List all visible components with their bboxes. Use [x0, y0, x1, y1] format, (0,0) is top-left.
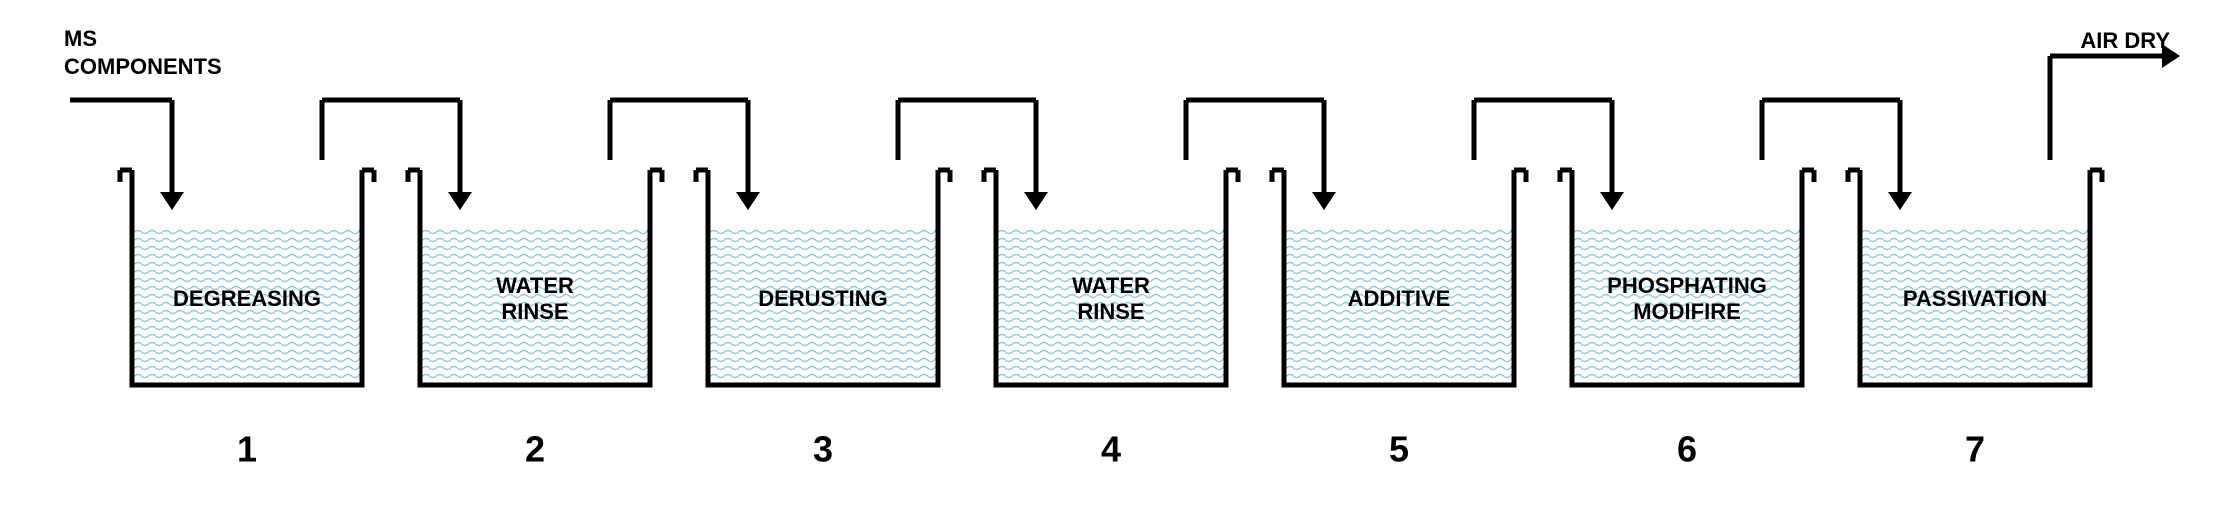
tank-label: DEGREASING [173, 286, 321, 311]
tank-label: PHOSPHATING [1607, 273, 1767, 298]
output-label: AIR DRY [2080, 28, 2170, 53]
tank-label: DERUSTING [758, 286, 888, 311]
tank-label: RINSE [1077, 299, 1144, 324]
tank-label: PASSIVATION [1903, 286, 2047, 311]
step-number: 2 [525, 428, 545, 469]
input-label: MS [64, 26, 97, 51]
step-number: 4 [1101, 428, 1121, 469]
process-flow-diagram: DEGREASING1WATERRINSE2DERUSTING3WATERRIN… [0, 0, 2221, 506]
tank-label: MODIFIRE [1633, 299, 1741, 324]
tank-label: RINSE [501, 299, 568, 324]
step-number: 1 [237, 428, 257, 469]
tank-label: WATER [1072, 273, 1150, 298]
tank-label: WATER [496, 273, 574, 298]
step-number: 6 [1677, 428, 1697, 469]
input-label: COMPONENTS [64, 54, 222, 79]
step-number: 3 [813, 428, 833, 469]
tank-label: ADDITIVE [1348, 286, 1451, 311]
step-number: 7 [1965, 428, 1985, 469]
step-number: 5 [1389, 428, 1409, 469]
